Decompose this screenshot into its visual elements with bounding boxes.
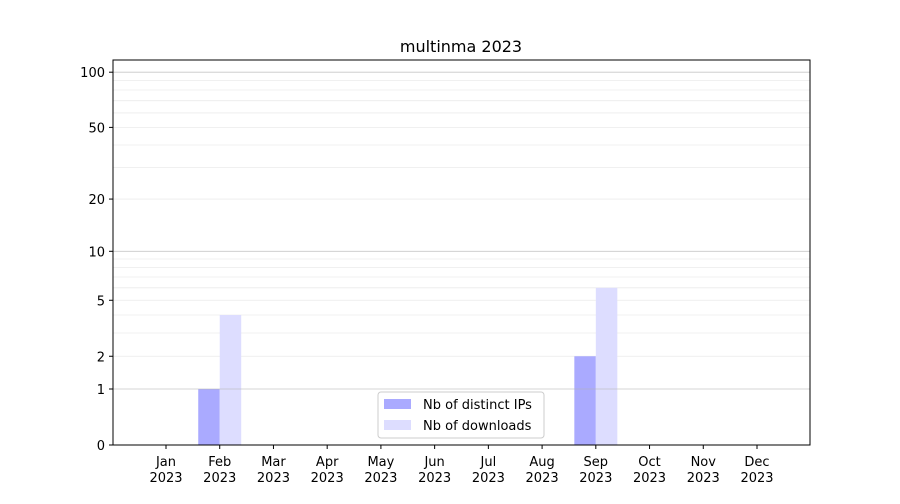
y-tick-label: 5 (97, 294, 105, 309)
x-tick-label: 2023 (579, 471, 612, 486)
y-axis: 0 1 2 5 10 20 50 100 (80, 66, 113, 454)
y-tick-label: 1 (97, 383, 105, 398)
y-tick-label: 2 (97, 350, 105, 365)
legend-label-ips: Nb of distinct IPs (423, 398, 532, 413)
y-tick-label: 50 (88, 121, 105, 136)
legend-swatch-downloads (384, 420, 411, 430)
x-tick-label: 2023 (311, 471, 344, 486)
x-tick-label: Feb (208, 455, 231, 470)
x-tick-label: Apr (316, 455, 339, 470)
x-tick-label: Mar (261, 455, 286, 470)
chart-title: multinma 2023 (400, 37, 522, 56)
y-tick-label: 100 (80, 66, 105, 81)
y-tick-label: 10 (88, 245, 105, 260)
bar-ips (574, 356, 596, 445)
x-tick-label: 2023 (364, 471, 397, 486)
legend: Nb of distinct IPs Nb of downloads (377, 391, 545, 439)
y-tick-label: 0 (97, 439, 105, 454)
plot-frame (112, 59, 811, 446)
grid (113, 80, 810, 357)
x-tick-label: 2023 (740, 471, 773, 486)
x-tick-label: May (367, 455, 394, 470)
x-tick-label: 2023 (472, 471, 505, 486)
legend-swatch-ips (384, 399, 411, 409)
x-tick-label: Sep (584, 455, 609, 470)
x-tick-label: 2023 (526, 471, 559, 486)
x-tick-label: 2023 (257, 471, 290, 486)
x-tick-label: Jun (423, 455, 444, 470)
y-tick-label: 20 (88, 193, 105, 208)
x-tick-label: 2023 (203, 471, 236, 486)
major-grid (113, 71, 810, 390)
bar-downloads (219, 314, 242, 445)
x-tick-label: Nov (691, 455, 717, 470)
x-tick-label: 2023 (149, 471, 182, 486)
legend-label-downloads: Nb of downloads (423, 419, 532, 434)
x-tick-label: Jan (155, 455, 176, 470)
x-tick-label: Oct (638, 455, 660, 470)
bars (198, 287, 618, 445)
x-tick-label: 2023 (633, 471, 666, 486)
x-tick-label: 2023 (418, 471, 451, 486)
bar-downloads (595, 287, 618, 445)
x-tick-label: Dec (744, 455, 769, 470)
x-axis: Jan2023Feb2023Mar2023Apr2023May2023Jun20… (149, 445, 774, 486)
x-tick-label: Jul (480, 455, 497, 470)
bar-ips (198, 389, 220, 445)
x-tick-label: Aug (529, 455, 554, 470)
x-tick-label: 2023 (687, 471, 720, 486)
